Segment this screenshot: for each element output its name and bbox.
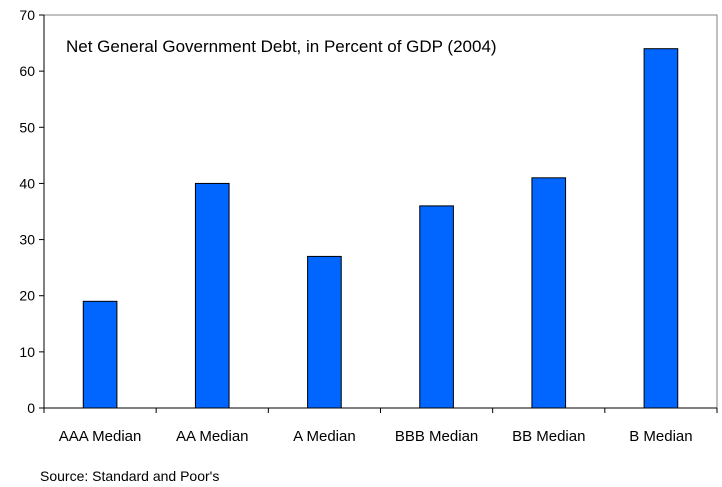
bar: [531, 177, 567, 409]
bars-group: [82, 48, 679, 409]
x-axis: AAA Median AA Median A Median BBB Median BB …: [43, 407, 718, 445]
y-tick-label: 10: [19, 344, 35, 360]
y-tick-label: 70: [19, 7, 35, 23]
y-axis: 0 10 20 30 40 50 60 70: [19, 7, 45, 416]
x-tick-label: A Median: [293, 428, 356, 445]
source-note: Source: Standard and Poor's: [40, 468, 220, 484]
y-tick-label: 60: [19, 63, 35, 79]
x-tick-label: AAA Median: [59, 428, 142, 445]
bar: [307, 255, 342, 409]
bar: [419, 205, 454, 409]
y-tick-label: 20: [19, 288, 35, 304]
bar: [194, 182, 230, 409]
chart-title: Net General Government Debt, in Percent …: [66, 37, 497, 56]
x-tick-label: BBB Median: [395, 428, 478, 445]
x-tick-label: AA Median: [176, 428, 249, 445]
x-tick-label: BB Median: [512, 428, 585, 445]
plot-area: [43, 14, 718, 409]
y-tick-label: 40: [19, 175, 35, 191]
x-tick-label: B Median: [629, 428, 692, 445]
y-tick-label: 50: [19, 119, 35, 135]
bar: [643, 48, 679, 409]
y-tick-label: 0: [27, 400, 35, 416]
bar: [82, 300, 118, 409]
y-tick-label: 30: [19, 232, 35, 248]
